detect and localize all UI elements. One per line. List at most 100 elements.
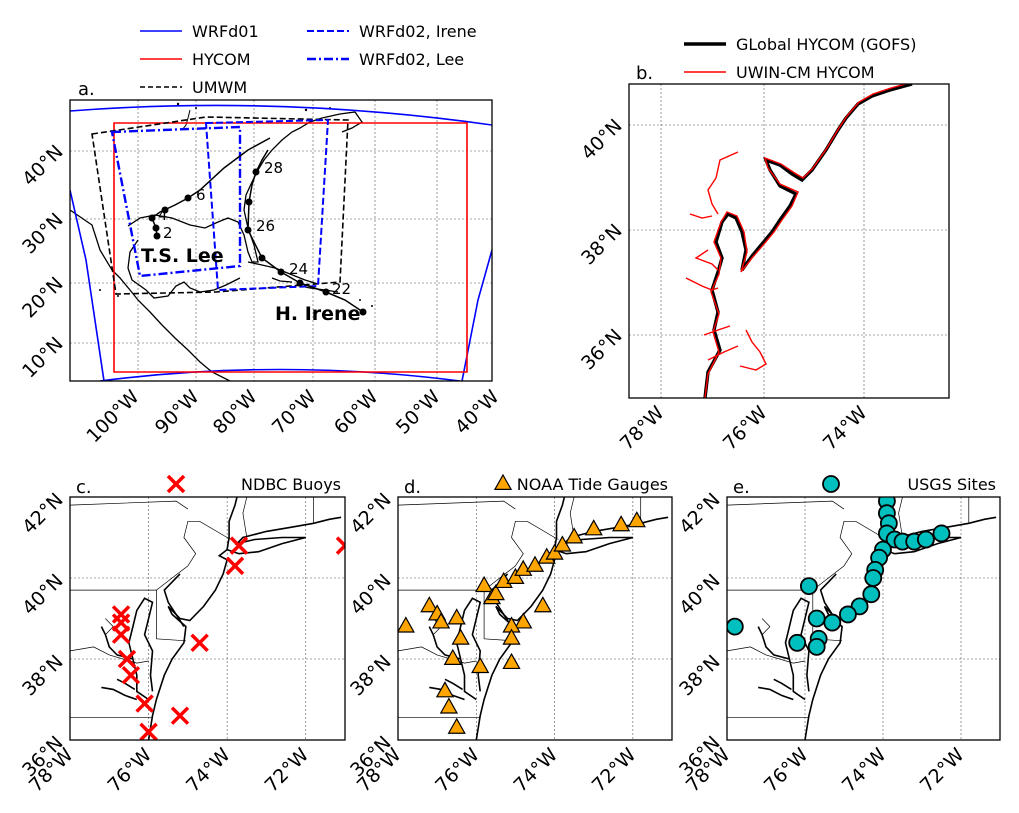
panel-d-site-27	[502, 628, 521, 645]
panel-d-xtick-2: 74°W	[509, 744, 562, 797]
panel-e-legend-marker	[822, 475, 840, 493]
panel-d-site-22	[611, 515, 631, 532]
panel-d-site-8	[439, 697, 459, 714]
panel-c-site-10	[229, 536, 249, 555]
panel-b-frame	[628, 83, 950, 399]
panel-d-legend-label: NOAA Tide Gauges	[517, 475, 668, 494]
panel-c-xticks: 78°W 76°W 74°W 72°W	[25, 744, 314, 797]
panel-d-markers	[398, 511, 646, 734]
gofs-coastline	[703, 84, 913, 398]
panel-c-xtick-2: 74°W	[182, 744, 235, 797]
track-label-22: 22	[332, 280, 351, 298]
panel-d-site-21	[584, 519, 603, 536]
wrfd02-lee-domain	[110, 125, 242, 278]
xtick-70w: 70°W	[268, 386, 321, 439]
panel-e-site-7	[917, 530, 935, 549]
panel-e-yticks: 36°N38°N40°N42°N	[675, 489, 724, 781]
legend-label-wrfd02-lee: WRFd02, Lee	[359, 50, 464, 69]
panel-e-ytick-2: 40°N	[675, 570, 724, 619]
xtick-60w: 60°W	[330, 386, 383, 439]
panel-c-yticks: 36°N38°N40°N42°N	[18, 489, 67, 781]
panel-d-site-12	[486, 583, 505, 601]
legend-label-hycom: HYCOM	[192, 50, 251, 69]
legend-label-umwm: UMWM	[192, 78, 247, 97]
legend-label-gofs: GLobal HYCOM (GOFS)	[736, 35, 916, 54]
panel-c-legend: NDBC Buoys	[166, 474, 341, 494]
ytick-38n: 38°N	[577, 220, 626, 269]
xtick-100w: 100°W	[82, 386, 143, 447]
panel-d-site-0	[398, 616, 415, 633]
panel-d-coastline	[428, 497, 669, 740]
panel-e-site-20	[788, 633, 807, 652]
panel-d-site-16	[525, 555, 545, 572]
panel-c-site-2	[111, 625, 131, 644]
panel-d-legend-marker	[493, 473, 513, 490]
panel-c-site-6	[139, 722, 158, 740]
track-label-2: 2	[163, 224, 173, 242]
panel-e-legend-label: USGS Sites	[907, 475, 996, 494]
ytick-30n: 30°N	[18, 209, 67, 258]
panel-a-yticks: 10°N 20°N 30°N 40°N	[18, 141, 67, 382]
track-label-4: 4	[158, 206, 168, 224]
irene-track-points	[244, 168, 367, 316]
ytick-20n: 20°N	[18, 273, 67, 322]
ytick-36n: 36°N	[577, 325, 626, 374]
panel-a-frame	[69, 99, 493, 382]
panel-d-state-borders	[398, 497, 642, 719]
ytick-10n: 10°N	[18, 333, 67, 382]
track-label-6: 6	[196, 186, 206, 204]
panel-c-frame	[69, 496, 346, 741]
panel-e-grid	[727, 497, 1000, 740]
panel-d-xticks: 78°W 76°W 74°W 72°W	[353, 744, 641, 797]
wrfd01-domain	[70, 104, 492, 381]
panel-d-site-10	[474, 575, 494, 593]
legend-label-uwin: UWIN-CM HYCOM	[736, 63, 875, 82]
panel-c-xtick-3: 72°W	[261, 744, 314, 797]
panel-d-legend: NOAA Tide Gauges	[493, 473, 668, 494]
panel-d-site-7	[435, 681, 455, 698]
panel-d-site-19	[553, 535, 572, 552]
wrfd02-irene-domain	[204, 118, 330, 292]
panel-e-state-borders	[727, 497, 970, 719]
panel-d-site-3	[431, 612, 451, 629]
panel-e-site-15	[839, 605, 857, 624]
panel-e-legend: USGS Sites	[822, 475, 996, 494]
panel-d-site-1	[420, 596, 439, 613]
panel-a-label: a.	[78, 79, 95, 100]
panel-c-coastline	[100, 497, 342, 740]
panel-c-site-11	[335, 536, 345, 555]
panel-b-grid	[629, 84, 949, 398]
panel-e-site-16	[823, 613, 842, 632]
xtick-50w: 50°W	[392, 386, 445, 439]
panel-e-site-13	[862, 585, 881, 604]
xtick-80w: 80°W	[209, 386, 262, 439]
panel-d-site-5	[451, 628, 470, 645]
panel-e-coastline	[757, 497, 997, 740]
panel-d-site-24	[533, 596, 552, 613]
panel-d-ytick-3: 42°N	[346, 489, 395, 538]
legend-label-wrfd02-irene: WRFd02, Irene	[359, 22, 477, 41]
panel-d-ytick-1: 38°N	[346, 651, 395, 700]
panel-e-site-8	[932, 524, 951, 543]
panel-c-ytick-1: 38°N	[18, 651, 67, 700]
panel-e-ytick-1: 38°N	[675, 651, 724, 700]
panel-d-site-14	[506, 567, 525, 585]
panel-d-site-4	[447, 608, 466, 625]
xtick-90w: 90°W	[151, 386, 204, 439]
lee-track-points	[148, 194, 192, 240]
panel-c-xtick-1: 76°W	[103, 744, 156, 797]
panel-c-label: c.	[76, 477, 92, 498]
panel-c-site-4	[121, 665, 141, 685]
panel-e-site-22	[727, 617, 744, 636]
panel-d-xtick-1: 76°W	[431, 744, 484, 797]
panel-d-site-29	[471, 656, 490, 674]
ytick-40n: 40°N	[577, 115, 626, 164]
panel-e-xtick-1: 76°W	[760, 744, 813, 797]
hycom-domain	[113, 122, 468, 373]
panel-b-label: b.	[636, 63, 653, 84]
panel-a-legend: WRFd01 HYCOM UMWM WRFd02, Irene WRFd02, …	[140, 22, 477, 97]
panel-e-site-19	[807, 637, 826, 656]
